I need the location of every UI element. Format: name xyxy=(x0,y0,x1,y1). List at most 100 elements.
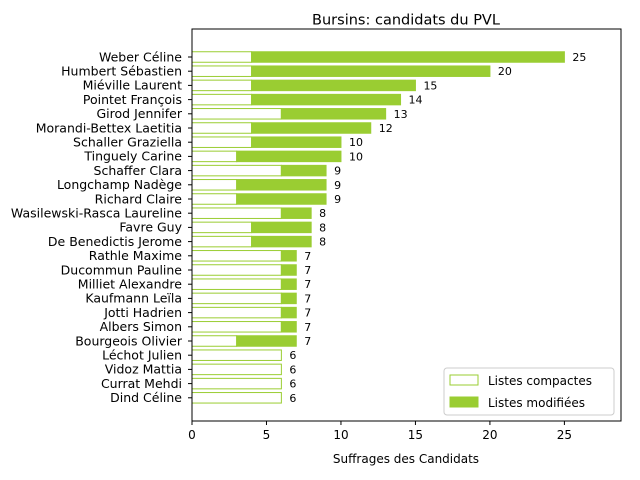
value-label: 13 xyxy=(394,108,408,121)
category-label: Ducommun Pauline xyxy=(61,262,183,277)
category-label: Miéville Laurent xyxy=(83,78,182,93)
bar-listes-modifiees xyxy=(280,292,297,305)
x-axis-ticks: 0 5 10 15 20 25 xyxy=(188,421,572,442)
value-label: 9 xyxy=(334,179,341,192)
value-label: 8 xyxy=(319,236,326,249)
bar-listes-modifiees xyxy=(236,193,327,205)
bar-listes-compactes xyxy=(191,363,282,376)
value-label: 6 xyxy=(289,378,296,391)
category-label: Longchamp Nadège xyxy=(57,177,182,192)
bar-listes-modifiees xyxy=(280,306,297,319)
bar-listes-compactes xyxy=(191,306,282,319)
bar-listes-compactes xyxy=(191,108,282,120)
x-axis-label: Suffrages des Candidats xyxy=(333,452,479,466)
plot-frame xyxy=(191,28,622,422)
category-label: Pointet François xyxy=(83,92,182,107)
value-label: 15 xyxy=(423,79,437,92)
bar-listes-modifiees xyxy=(236,179,327,191)
category-label: Schaller Graziella xyxy=(73,135,182,150)
category-label: Wasilewski-Rasca Laureline xyxy=(11,206,182,221)
value-label: 25 xyxy=(572,51,586,64)
bar-listes-modifiees xyxy=(251,136,342,148)
x-tick-label: 5 xyxy=(263,428,271,442)
value-label: 7 xyxy=(304,250,311,263)
category-label: Albers Simon xyxy=(100,319,182,334)
bar-listes-modifiees xyxy=(280,264,297,276)
bar-listes-compactes xyxy=(191,292,282,305)
bar-listes-compactes xyxy=(191,264,282,276)
category-label: Tinguely Carine xyxy=(83,149,182,164)
value-label: 7 xyxy=(304,278,311,291)
bars-group xyxy=(191,51,565,404)
bar-listes-compactes xyxy=(191,221,253,234)
value-label: 9 xyxy=(334,165,341,178)
bar-listes-compactes xyxy=(191,278,282,290)
bar-listes-compactes xyxy=(191,164,282,177)
legend-label-compactes: Listes compactes xyxy=(488,374,592,388)
value-label: 8 xyxy=(319,221,326,234)
bar-listes-compactes xyxy=(191,150,238,163)
bar-listes-compactes xyxy=(191,377,282,390)
category-label: Jotti Hadrien xyxy=(103,305,182,320)
category-label: Vidoz Mattia xyxy=(105,362,182,377)
x-tick-label: 25 xyxy=(557,428,572,442)
bar-listes-modifiees xyxy=(280,207,312,219)
category-label: Girod Jennifer xyxy=(96,106,182,121)
bar-listes-modifiees xyxy=(280,108,387,120)
bar-listes-compactes xyxy=(191,335,238,347)
value-label: 10 xyxy=(349,136,363,149)
x-tick-label: 15 xyxy=(408,428,423,442)
category-label: Humbert Sébastien xyxy=(61,64,182,79)
legend-box xyxy=(443,367,615,416)
value-label: 7 xyxy=(304,307,311,320)
bar-listes-modifiees xyxy=(236,150,342,163)
category-label: Favre Guy xyxy=(119,220,182,235)
legend-swatch-compactes xyxy=(449,374,479,386)
bar-listes-compactes xyxy=(191,392,282,404)
bar-listes-compactes xyxy=(191,79,253,92)
bar-listes-compactes xyxy=(191,51,253,63)
bar-listes-modifiees xyxy=(251,122,372,134)
value-label: 7 xyxy=(304,335,311,348)
bar-listes-modifiees xyxy=(280,321,297,333)
category-label: Weber Céline xyxy=(99,49,182,64)
bar-listes-modifiees xyxy=(251,221,312,234)
bar-listes-modifiees xyxy=(236,335,297,347)
category-label: Bourgeois Olivier xyxy=(75,333,183,348)
bar-listes-modifiees xyxy=(251,51,565,63)
x-tick-label: 0 xyxy=(188,428,196,442)
bar-listes-compactes xyxy=(191,207,282,219)
bar-listes-compactes xyxy=(191,65,253,77)
legend-swatch-modifiees xyxy=(449,396,479,408)
value-label: 10 xyxy=(349,150,363,163)
bar-listes-compactes xyxy=(191,235,253,248)
legend[interactable]: Listes compactes Listes modifiées xyxy=(443,367,615,416)
category-label: Morandi-Bettex Laetitia xyxy=(36,120,182,135)
value-label: 12 xyxy=(379,122,393,135)
x-tick-label: 10 xyxy=(333,428,348,442)
legend-label-modifiees: Listes modifiées xyxy=(488,396,585,410)
value-label: 7 xyxy=(304,292,311,305)
bar-listes-modifiees xyxy=(280,250,297,262)
bar-listes-modifiees xyxy=(251,79,416,92)
bar-listes-modifiees xyxy=(251,93,402,106)
bar-listes-compactes xyxy=(191,193,238,205)
chart-title: Bursins: candidats du PVL xyxy=(312,13,500,29)
category-label: Dind Céline xyxy=(110,390,182,405)
value-label: 6 xyxy=(289,349,296,362)
bar-listes-compactes xyxy=(191,136,253,148)
bar-listes-compactes xyxy=(191,179,238,191)
bar-listes-modifiees xyxy=(251,235,312,248)
value-label: 6 xyxy=(289,363,296,376)
value-label: 9 xyxy=(334,193,341,206)
bar-listes-modifiees xyxy=(280,164,327,177)
bar-listes-compactes xyxy=(191,122,253,134)
bar-listes-compactes xyxy=(191,321,282,333)
value-label: 7 xyxy=(304,321,311,334)
category-label: Currat Mehdi xyxy=(101,376,182,391)
bar-listes-compactes xyxy=(191,250,282,262)
category-label: Schaffer Clara xyxy=(94,163,182,178)
